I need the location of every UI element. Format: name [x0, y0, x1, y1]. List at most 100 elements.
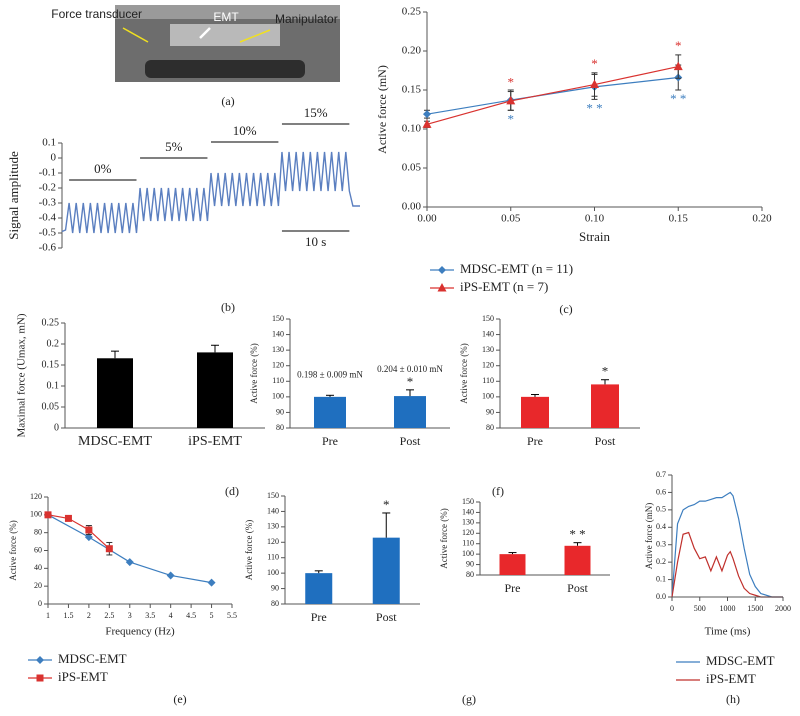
y-tick-label: -0.2 — [39, 182, 56, 194]
x-tick-label: 1500 — [747, 604, 763, 613]
y-tick-label: 130 — [267, 522, 279, 531]
x-tick-label: 4.5 — [186, 611, 196, 620]
scale-bar-label: 10 s — [305, 234, 326, 249]
x-tick-label: iPS-EMT — [188, 434, 242, 449]
photo-well — [145, 60, 305, 78]
significance: * * — [670, 91, 686, 106]
x-tick-label: Post — [376, 610, 397, 624]
y-tick-label: 0.05 — [402, 162, 422, 174]
y-tick-label: 80 — [34, 527, 42, 536]
y-axis-label: Signal amplitude — [6, 151, 21, 240]
marker — [422, 119, 432, 128]
y-tick-label: -0.3 — [39, 197, 57, 209]
y-tick-label: 120 — [482, 361, 494, 370]
x-tick-label: 2000 — [775, 604, 791, 613]
y-tick-label: -0.5 — [39, 227, 57, 239]
segment-label: 15% — [304, 105, 328, 120]
y-tick-label: 110 — [482, 376, 494, 385]
y-tick-label: 150 — [462, 497, 474, 506]
segment-label: 5% — [165, 139, 183, 154]
marker — [64, 514, 72, 522]
y-tick-label: 140 — [267, 506, 279, 515]
x-tick-label: 5 — [210, 611, 214, 620]
y-tick-label: 150 — [482, 314, 494, 323]
y-axis-label: Active force (%) — [249, 343, 259, 403]
x-tick-label: 1.5 — [63, 611, 73, 620]
note: 0.204 ± 0.010 mN — [377, 364, 443, 374]
x-tick-label: 2.5 — [104, 611, 114, 620]
y-tick-label: 0.2 — [47, 338, 60, 349]
x-tick-label: 0 — [670, 604, 674, 613]
significance: * — [407, 374, 414, 389]
y-tick-label: 0 — [51, 152, 57, 164]
x-tick-label: 0.20 — [752, 213, 772, 225]
photo-label: Force transducer — [51, 7, 142, 21]
caption: (h) — [726, 692, 740, 706]
y-tick-label: 140 — [272, 329, 284, 338]
y-tick-label: 0.6 — [656, 487, 666, 496]
y-tick-label: 130 — [462, 518, 474, 527]
legend-label: MDSC-EMT (n = 11) — [460, 261, 573, 276]
x-tick-label: 0.05 — [501, 213, 521, 225]
x-tick-label: 1 — [46, 611, 50, 620]
y-tick-label: 0.2 — [656, 557, 666, 566]
x-tick-label: 3 — [128, 611, 132, 620]
marker — [437, 283, 447, 292]
y-tick-label: 110 — [272, 376, 284, 385]
y-tick-label: 80 — [466, 570, 474, 579]
series-line — [61, 151, 360, 234]
x-tick-label: Pre — [322, 434, 338, 448]
marker — [36, 674, 44, 682]
y-axis-label: Active force (%) — [439, 508, 449, 568]
marker — [84, 533, 93, 542]
x-tick-label: 5.5 — [227, 611, 237, 620]
bar — [394, 396, 426, 428]
x-tick-label: 3.5 — [145, 611, 155, 620]
marker — [438, 266, 446, 274]
x-tick-label: 2 — [87, 611, 91, 620]
photo-band — [115, 5, 340, 19]
series-line — [426, 76, 679, 115]
y-tick-label: 0.15 — [42, 359, 60, 370]
y-tick-label: 0.1 — [42, 137, 56, 149]
y-tick-label: 0.05 — [42, 401, 60, 412]
x-tick-label: 1000 — [720, 604, 736, 613]
y-tick-label: 120 — [30, 492, 42, 501]
y-tick-label: -0.6 — [39, 242, 57, 254]
arrow — [122, 27, 149, 43]
legend-label: MDSC-EMT — [58, 651, 127, 666]
y-tick-label: 130 — [272, 345, 284, 354]
bar — [97, 358, 133, 428]
x-tick-label: Pre — [311, 610, 327, 624]
significance: * — [508, 75, 515, 90]
y-tick-label: 60 — [34, 545, 42, 554]
bar — [499, 554, 526, 575]
marker — [44, 511, 52, 519]
x-axis-label: Frequency (Hz) — [105, 626, 175, 638]
y-tick-label: 0.25 — [42, 317, 60, 328]
y-tick-label: 150 — [272, 314, 284, 323]
marker — [590, 79, 599, 89]
y-tick-label: 140 — [482, 329, 494, 338]
photo-label: EMT — [213, 10, 239, 24]
x-tick-label: Pre — [505, 581, 521, 595]
y-axis-label: Active force (%) — [8, 520, 18, 580]
y-tick-label: 100 — [267, 568, 279, 577]
photo-label: Manipulator — [275, 12, 338, 26]
y-tick-label: 110 — [267, 553, 279, 562]
x-axis-label: Time (ms) — [705, 626, 751, 638]
marker — [423, 110, 431, 119]
series-line — [47, 514, 110, 550]
y-tick-label: 100 — [462, 549, 474, 558]
y-tick-label: 90 — [276, 407, 284, 416]
bar — [305, 573, 333, 604]
y-axis-label: Maximal force (Umax, mN) — [16, 313, 28, 437]
x-tick-label: Post — [567, 581, 588, 595]
x-tick-label: 0.10 — [585, 213, 605, 225]
y-tick-label: 0 — [54, 422, 59, 433]
y-tick-label: 100 — [272, 392, 284, 401]
y-axis-label: Active force (%) — [244, 520, 254, 580]
legend-label: iPS-EMT — [58, 669, 108, 684]
y-tick-label: 0.3 — [656, 540, 666, 549]
